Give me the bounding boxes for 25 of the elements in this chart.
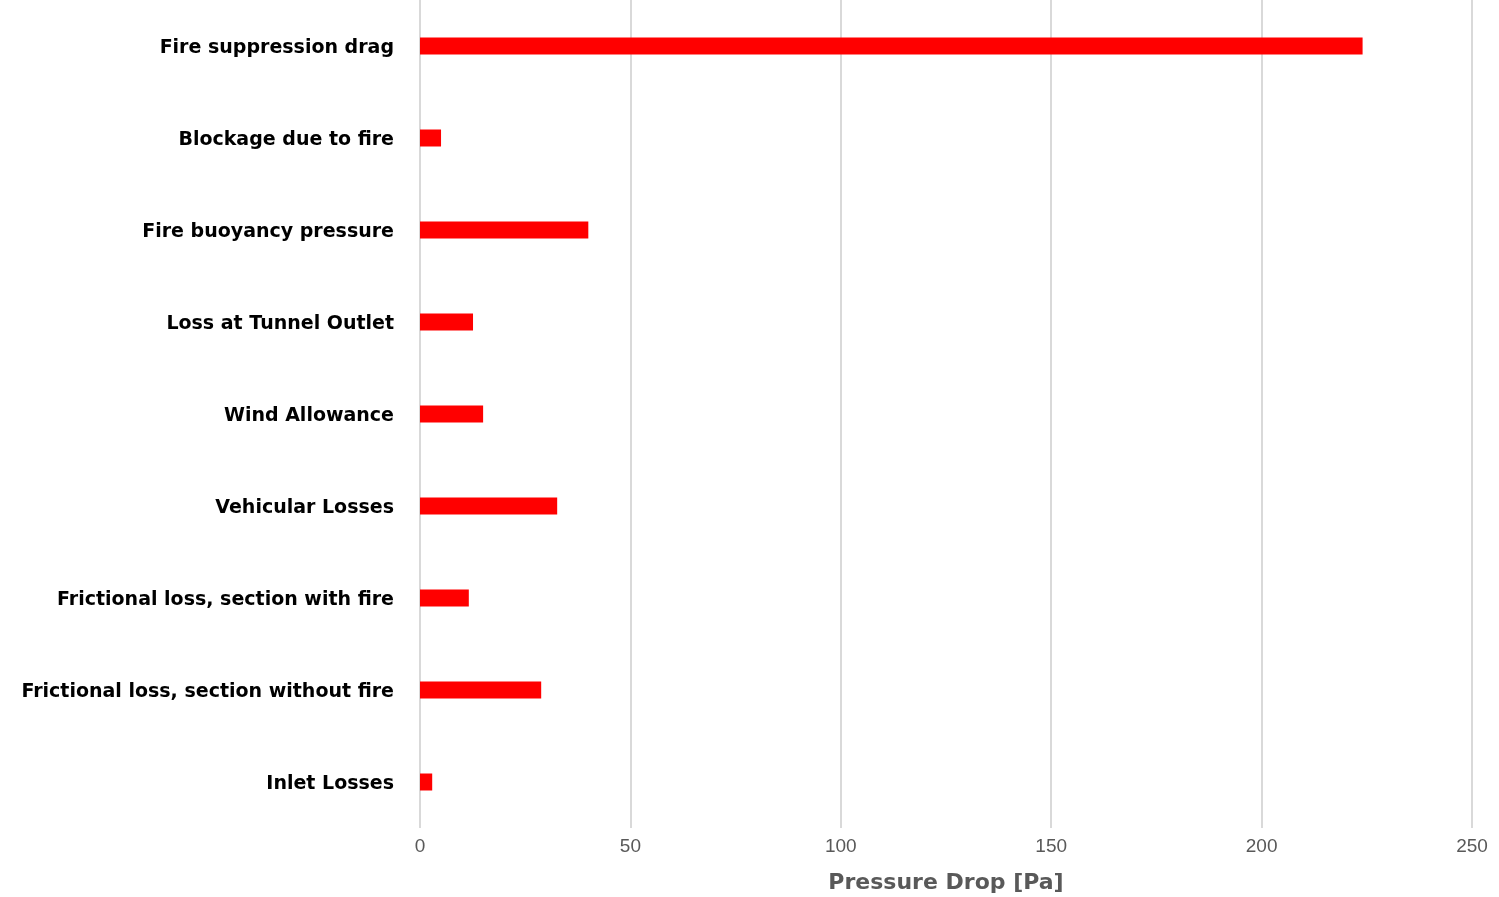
x-tick-label: 0 bbox=[414, 835, 426, 856]
bar bbox=[420, 405, 484, 423]
x-tick-label: 250 bbox=[1456, 835, 1488, 856]
y-tick-label: Blockage due to fire bbox=[178, 127, 394, 149]
bar bbox=[420, 221, 589, 239]
y-tick-label: Fire suppression drag bbox=[159, 35, 394, 57]
x-tick-label: 200 bbox=[1245, 835, 1278, 856]
x-tick-label: 100 bbox=[824, 835, 857, 856]
x-axis-title: Pressure Drop [Pa] bbox=[828, 868, 1064, 894]
y-tick-label: Vehicular Losses bbox=[215, 495, 394, 517]
y-tick-label: Frictional loss, section with fire bbox=[57, 587, 394, 609]
bar bbox=[420, 773, 433, 791]
x-tick-label: 50 bbox=[619, 835, 641, 856]
x-tick-label: 150 bbox=[1035, 835, 1068, 856]
y-tick-label: Loss at Tunnel Outlet bbox=[166, 311, 394, 333]
y-tick-label: Frictional loss, section without fire bbox=[21, 679, 394, 701]
y-tick-label: Fire buoyancy pressure bbox=[142, 219, 394, 241]
bar bbox=[420, 589, 469, 607]
bar bbox=[420, 129, 442, 147]
bar bbox=[420, 313, 474, 331]
bar bbox=[420, 37, 1363, 55]
y-tick-label: Inlet Losses bbox=[266, 771, 394, 793]
y-tick-label: Wind Allowance bbox=[223, 403, 394, 425]
bar bbox=[420, 497, 558, 515]
bar bbox=[420, 681, 542, 699]
